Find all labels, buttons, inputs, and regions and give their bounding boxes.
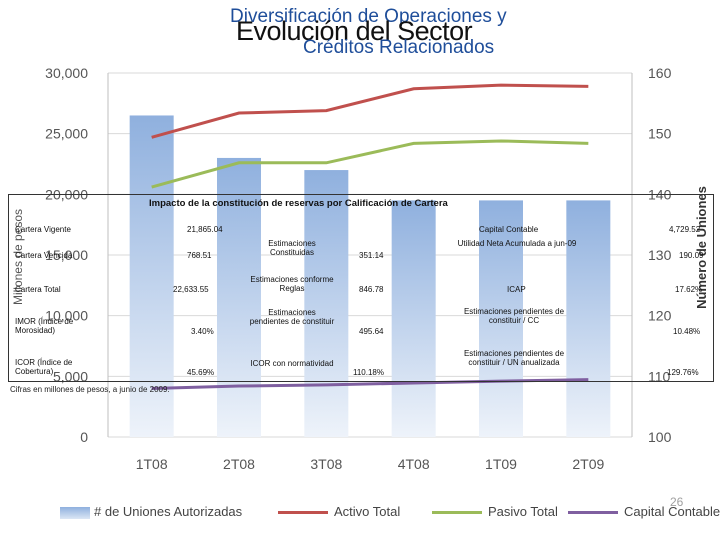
line-series	[151, 83, 589, 390]
table-value: 190.09	[679, 251, 704, 260]
line-swatch	[568, 511, 618, 515]
axis-ticks: 05,00010,00015,00020,00025,00030,0001001…	[45, 65, 671, 472]
table-value: 21,865.04	[187, 225, 223, 234]
table-label: Capital Contable	[479, 225, 539, 234]
line-swatch	[278, 511, 328, 515]
bar	[129, 115, 174, 437]
table-value: 846.78	[359, 285, 384, 294]
table-label: Cartera Total	[15, 285, 61, 294]
table-value: 45.69%	[187, 368, 215, 377]
legend-item-activo: Activo Total	[278, 504, 400, 519]
line-swatch	[432, 511, 482, 515]
table-footnote: Cifras en millones de pesos, a junio de …	[10, 385, 170, 394]
right-tick-label: 160	[648, 65, 672, 81]
table-label: Estimaciones conforme Reglas	[250, 275, 334, 293]
bar-series	[129, 115, 611, 438]
table-label: Cartera Vigente	[15, 225, 71, 234]
legend-label: Capital Contable	[624, 504, 720, 519]
table-value: 351.14	[359, 251, 384, 260]
slide-title-overlay: Evolución del Sector	[236, 16, 473, 46]
x-tick-label: 1T09	[485, 456, 517, 472]
table-value: 17.62%	[675, 285, 703, 294]
bar-swatch	[60, 506, 90, 519]
table-label: Estimaciones Constituidas	[268, 239, 316, 257]
table-value: 3.40%	[191, 327, 214, 336]
series-line	[151, 378, 589, 390]
left-tick-label: 30,000	[45, 65, 88, 81]
bar	[217, 157, 261, 437]
right-tick-label: 130	[648, 247, 672, 263]
slide-title-line2: Créditos Relacionados	[303, 37, 495, 58]
table-value: 10.48%	[673, 327, 701, 336]
left-tick-label: 5,000	[53, 368, 88, 384]
table-value: 768.51	[187, 251, 212, 260]
table-value: 110.18%	[353, 368, 384, 377]
left-tick-label: 0	[80, 429, 88, 445]
bar	[566, 200, 611, 437]
x-tick-label: 3T08	[310, 456, 342, 472]
left-tick-label: 15,000	[45, 247, 88, 263]
table-label: IMOR (Índice de Morosidad)	[15, 317, 74, 335]
table-label: Estimaciones pendientes de constituir	[249, 308, 335, 326]
legend-item-bars: # de Uniones Autorizadas	[60, 504, 242, 519]
table-label: Estimaciones pendientes de constituir / …	[463, 307, 565, 325]
reserves-table: Impacto de la constitución de reservas p…	[8, 194, 714, 382]
table-value: 4,729.52	[669, 225, 701, 234]
table-label: ICOR (Índice de Cobertura)	[15, 358, 73, 376]
bar	[479, 200, 523, 437]
bar	[391, 200, 436, 437]
table-label: ICAP	[507, 285, 526, 294]
legend-item-capital: Capital Contable	[568, 504, 720, 519]
legend-label: Pasivo Total	[488, 504, 558, 519]
legend-item-pasivo: Pasivo Total	[432, 504, 558, 519]
table-label: Utilidad Neta Acumulada a jun-09	[457, 239, 577, 248]
table-label: ICOR con normatividad	[250, 359, 334, 368]
table-heading: Impacto de la constitución de reservas p…	[149, 198, 448, 209]
legend-label: # de Uniones Autorizadas	[94, 504, 243, 519]
page-number: 26	[670, 495, 684, 509]
slide-title-line1: Diversificación de Operaciones y	[230, 6, 507, 27]
right-tick-label: 100	[648, 429, 672, 445]
x-tick-label: 2T09	[572, 456, 604, 472]
table-label: Cartera Vencida	[15, 251, 73, 260]
right-tick-label: 110	[648, 368, 671, 384]
table-label: Estimaciones pendientes de constituir / …	[463, 349, 565, 367]
x-tick-label: 2T08	[223, 456, 255, 472]
left-tick-label: 10,000	[45, 308, 88, 324]
table-value: 495.64	[359, 327, 384, 336]
table-value: 129.76%	[667, 368, 699, 377]
left-tick-label: 25,000	[45, 126, 88, 142]
legend-label: Activo Total	[334, 504, 401, 519]
series-line	[151, 139, 589, 189]
table-value: 22,633.55	[173, 285, 209, 294]
x-tick-label: 4T08	[398, 456, 430, 472]
right-tick-label: 150	[648, 126, 672, 142]
bar	[304, 170, 349, 438]
right-tick-label: 120	[648, 308, 672, 324]
series-line	[151, 83, 589, 139]
x-tick-label: 1T08	[136, 456, 168, 472]
